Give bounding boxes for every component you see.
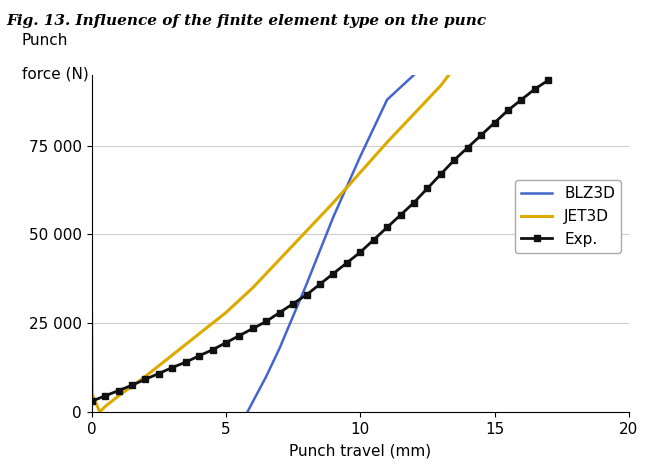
Exp. [128, 382, 136, 388]
Exp. [208, 347, 216, 352]
Exp. [356, 249, 364, 255]
Exp. [343, 260, 351, 266]
JET3D [445, 72, 453, 78]
Text: Fig. 13. Influence of the finite element type on the punc: Fig. 13. Influence of the finite element… [7, 14, 487, 28]
JET3D [222, 310, 230, 315]
Exp. [276, 310, 284, 315]
Legend: BLZ3D, JET3D, Exp.: BLZ3D, JET3D, Exp. [515, 180, 621, 253]
Text: force (N): force (N) [22, 66, 88, 81]
JET3D [276, 256, 284, 262]
Exp. [195, 353, 203, 358]
BLZ3D [262, 373, 270, 379]
Line: Exp.: Exp. [88, 77, 552, 405]
X-axis label: Punch travel (mm): Punch travel (mm) [290, 444, 431, 459]
Exp. [437, 171, 445, 177]
Exp. [101, 393, 109, 399]
JET3D [383, 139, 391, 145]
Exp. [155, 371, 162, 376]
BLZ3D [410, 72, 418, 78]
JET3D [329, 200, 337, 205]
JET3D [141, 373, 149, 379]
BLZ3D [303, 281, 310, 287]
Exp. [329, 271, 337, 276]
BLZ3D [244, 409, 252, 415]
BLZ3D [329, 214, 337, 219]
Exp. [289, 301, 297, 307]
Exp. [504, 108, 512, 113]
Exp. [383, 225, 391, 230]
JET3D [115, 393, 122, 399]
Exp. [235, 333, 243, 338]
BLZ3D [414, 68, 422, 74]
Exp. [222, 340, 230, 345]
JET3D [437, 83, 445, 88]
Exp. [477, 132, 485, 138]
Exp. [369, 237, 377, 242]
Exp. [181, 359, 190, 365]
Exp. [249, 326, 257, 331]
JET3D [410, 111, 418, 117]
JET3D [195, 331, 203, 336]
Exp. [115, 388, 122, 394]
BLZ3D [276, 345, 284, 351]
Exp. [450, 157, 458, 163]
JET3D [88, 310, 96, 315]
JET3D [88, 391, 96, 397]
Exp. [410, 200, 418, 205]
Exp. [262, 319, 270, 324]
Exp. [141, 376, 149, 382]
BLZ3D [383, 97, 391, 102]
Exp. [168, 365, 176, 370]
Exp. [464, 145, 472, 150]
Exp. [396, 212, 404, 218]
JET3D [249, 285, 257, 291]
Exp. [491, 120, 498, 125]
Line: BLZ3D: BLZ3D [248, 71, 418, 412]
JET3D [303, 228, 310, 234]
Line: JET3D: JET3D [92, 75, 449, 412]
BLZ3D [356, 154, 364, 159]
JET3D [168, 352, 176, 358]
Exp. [88, 398, 96, 404]
Text: Punch: Punch [22, 33, 68, 48]
Exp. [316, 281, 324, 287]
Exp. [423, 186, 431, 191]
JET3D [96, 409, 103, 415]
JET3D [356, 169, 364, 175]
Exp. [303, 292, 310, 298]
Exp. [517, 97, 525, 102]
JET3D [101, 404, 109, 410]
Exp. [531, 86, 538, 92]
Exp. [544, 77, 552, 83]
